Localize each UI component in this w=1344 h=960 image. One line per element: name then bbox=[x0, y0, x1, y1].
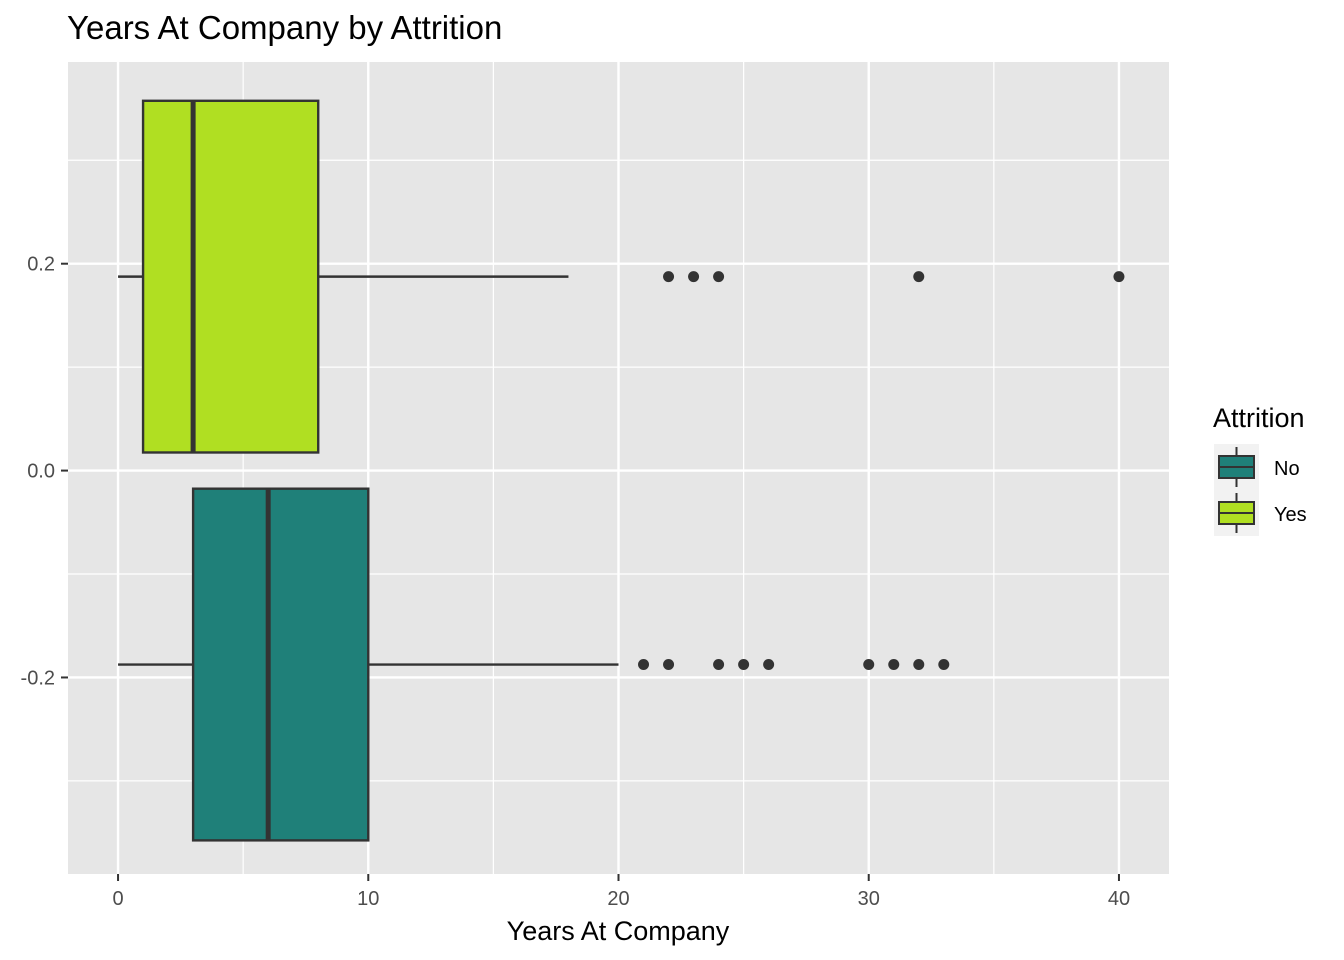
x-tick-label: 40 bbox=[1108, 888, 1130, 910]
x-tick-label: 0 bbox=[112, 888, 123, 910]
outlier-point bbox=[938, 659, 950, 671]
x-axis-title: Years At Company bbox=[507, 916, 730, 946]
outlier-point bbox=[688, 271, 700, 283]
x-tick-label: 10 bbox=[357, 888, 379, 910]
axes: 0 10 20 30 40 0.2 0.0 -0.2 bbox=[21, 254, 1131, 910]
boxes bbox=[118, 99, 1125, 842]
outlier-point bbox=[913, 271, 925, 283]
outlier-point bbox=[888, 659, 900, 671]
outlier-point bbox=[713, 659, 725, 671]
box-iqr bbox=[141, 99, 320, 454]
legend-label: Yes bbox=[1274, 504, 1307, 526]
box-no bbox=[118, 487, 950, 842]
legend: Attrition No Yes bbox=[1213, 403, 1307, 536]
outlier-point bbox=[1113, 271, 1125, 283]
legend-title: Attrition bbox=[1213, 403, 1305, 433]
outlier-point bbox=[763, 659, 775, 671]
chart-title: Years At Company by Attrition bbox=[67, 9, 502, 46]
y-tick-label: -0.2 bbox=[21, 667, 55, 689]
y-tick-label: 0.0 bbox=[27, 461, 55, 483]
legend-item-yes: Yes bbox=[1214, 490, 1307, 536]
x-tick-label: 30 bbox=[858, 888, 880, 910]
legend-label: No bbox=[1274, 458, 1300, 480]
outlier-point bbox=[638, 659, 650, 671]
box-iqr bbox=[191, 487, 370, 842]
outlier-point bbox=[663, 659, 675, 671]
outlier-point bbox=[738, 659, 750, 671]
box-yes bbox=[118, 99, 1125, 454]
legend-item-no: No bbox=[1214, 444, 1300, 490]
outlier-point bbox=[913, 659, 925, 671]
x-tick-label: 20 bbox=[607, 888, 629, 910]
outlier-point bbox=[863, 659, 875, 671]
y-tick-label: 0.2 bbox=[27, 254, 55, 276]
outlier-point bbox=[663, 271, 675, 283]
outlier-point bbox=[713, 271, 725, 283]
